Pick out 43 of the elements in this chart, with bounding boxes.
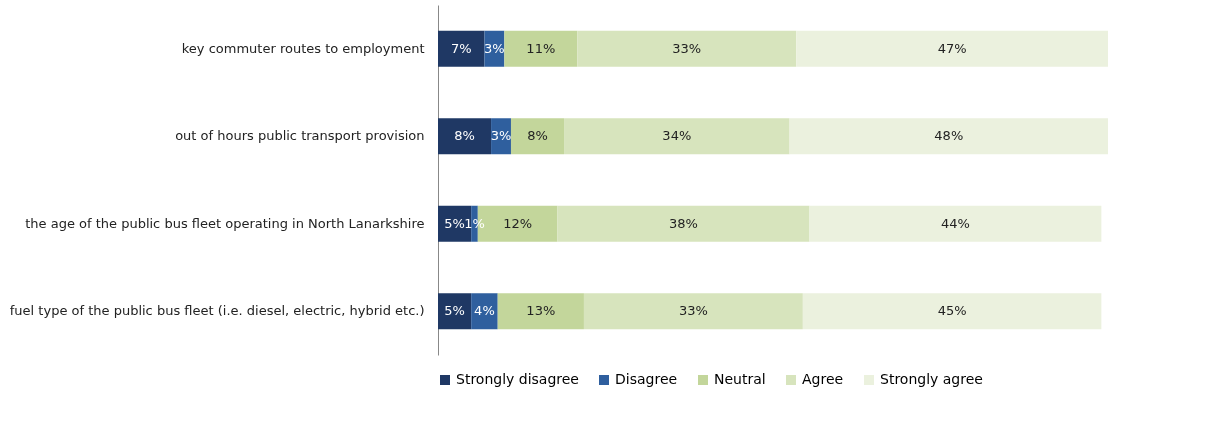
legend-label: Strongly disagree [456,371,579,387]
data-label: 3% [484,40,505,56]
legend-label: Agree [802,371,844,387]
bar [802,293,1102,330]
bar [809,205,1102,242]
bar [510,118,565,155]
data-label: 3% [490,128,512,144]
data-label: 48% [934,128,964,144]
legend-label: Strongly agree [880,371,983,387]
data-label: 8% [527,128,548,144]
bar [557,205,810,242]
data-label: 44% [940,215,970,231]
data-label: 7% [450,40,472,56]
bar [438,30,485,67]
data-label: 33% [678,303,708,319]
bar [504,30,578,67]
bar [789,118,1108,155]
bar [564,118,790,155]
data-label: 33% [672,40,702,56]
y-tick-label: key commuter routes to employment [181,40,425,56]
bar [577,30,797,67]
bar [497,293,584,330]
data-label: 4% [474,303,495,319]
data-label: 12% [503,215,533,231]
data-label: 34% [662,128,692,144]
data-label: 11% [526,40,556,56]
data-label: 8% [454,128,475,144]
legend-label: Disagree [615,371,678,387]
y-tick-label: the age of the public bus fleet operating in North Lanarkshire [25,215,425,231]
bar [471,293,498,330]
data-label: 5% [444,303,465,319]
data-label: 45% [937,303,967,319]
bar [583,293,803,330]
data-label: 38% [668,215,698,231]
bar [796,30,1108,67]
data-label: 47% [937,40,967,56]
y-tick-label: fuel type of the public bus fleet (i.e. diesel, electric, hybrid etc.) [9,303,425,319]
bar [438,293,472,330]
bar [438,118,492,155]
data-label: 5% [444,215,465,231]
y-tick-label: out of hours public transport provision [175,128,425,144]
data-label: 13% [526,303,556,319]
legend-label: Neutral [714,371,766,387]
